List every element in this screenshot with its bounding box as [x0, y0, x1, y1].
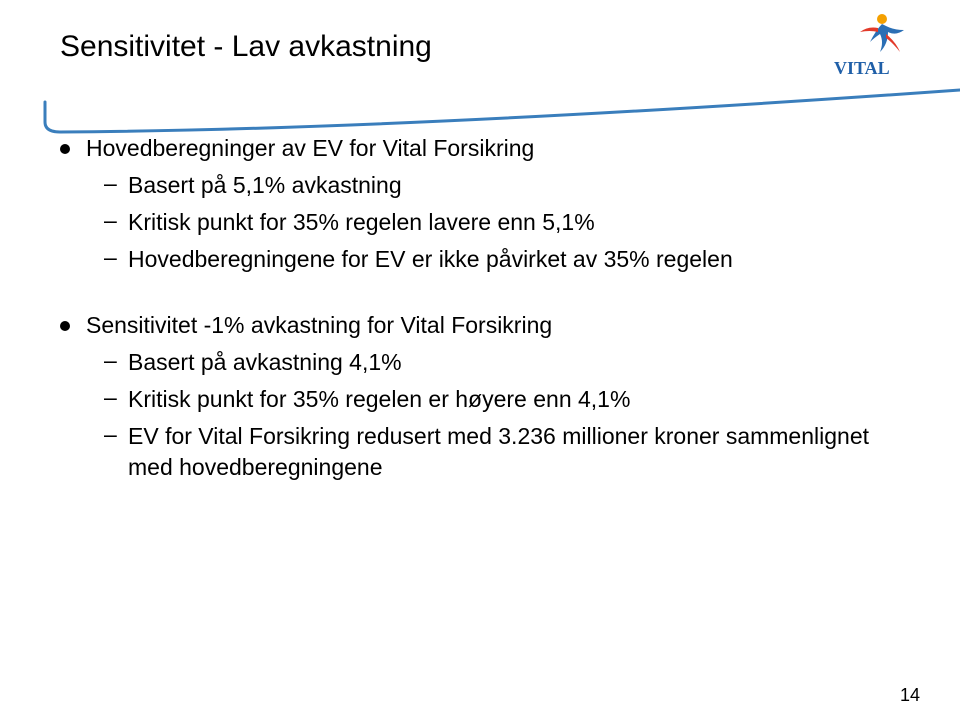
- logo-text: VITAL: [834, 58, 890, 78]
- bullet-text: Kritisk punkt for 35% regelen lavere enn…: [128, 207, 900, 238]
- bullet-text: Basert på 5,1% avkastning: [128, 170, 900, 201]
- bullet-lvl2: – Hovedberegningene for EV er ikke påvir…: [104, 244, 900, 275]
- bullet-text: Sensitivitet -1% avkastning for Vital Fo…: [86, 311, 900, 341]
- bullet-dot-icon: [60, 321, 70, 331]
- bullet-text: Basert på avkastning 4,1%: [128, 347, 900, 378]
- decorative-swoosh: [0, 82, 960, 142]
- bullet-dash-icon: –: [104, 384, 118, 411]
- bullet-lvl2: – Kritisk punkt for 35% regelen er høyer…: [104, 384, 900, 415]
- bullet-text: Kritisk punkt for 35% regelen er høyere …: [128, 384, 900, 415]
- bullet-dash-icon: –: [104, 170, 118, 197]
- bullet-text: EV for Vital Forsikring redusert med 3.2…: [128, 421, 900, 483]
- bullet-text: Hovedberegningene for EV er ikke påvirke…: [128, 244, 900, 275]
- bullet-dash-icon: –: [104, 347, 118, 374]
- content-area: Hovedberegninger av EV for Vital Forsikr…: [60, 134, 900, 483]
- slide-title: Sensitivitet - Lav avkastning: [60, 30, 900, 64]
- bullet-dash-icon: –: [104, 244, 118, 271]
- bullet-lvl1: Sensitivitet -1% avkastning for Vital Fo…: [60, 311, 900, 341]
- vital-logo: VITAL: [830, 12, 920, 82]
- page-number: 14: [900, 685, 920, 706]
- bullet-group-1: Hovedberegninger av EV for Vital Forsikr…: [60, 134, 900, 275]
- bullet-lvl2: – EV for Vital Forsikring redusert med 3…: [104, 421, 900, 483]
- slide: Sensitivitet - Lav avkastning VITAL Hove…: [0, 0, 960, 726]
- bullet-lvl2: – Kritisk punkt for 35% regelen lavere e…: [104, 207, 900, 238]
- bullet-lvl2: – Basert på avkastning 4,1%: [104, 347, 900, 378]
- bullet-dash-icon: –: [104, 207, 118, 234]
- bullet-dash-icon: –: [104, 421, 118, 448]
- bullet-lvl2: – Basert på 5,1% avkastning: [104, 170, 900, 201]
- bullet-group-2: Sensitivitet -1% avkastning for Vital Fo…: [60, 311, 900, 483]
- bullet-dot-icon: [60, 144, 70, 154]
